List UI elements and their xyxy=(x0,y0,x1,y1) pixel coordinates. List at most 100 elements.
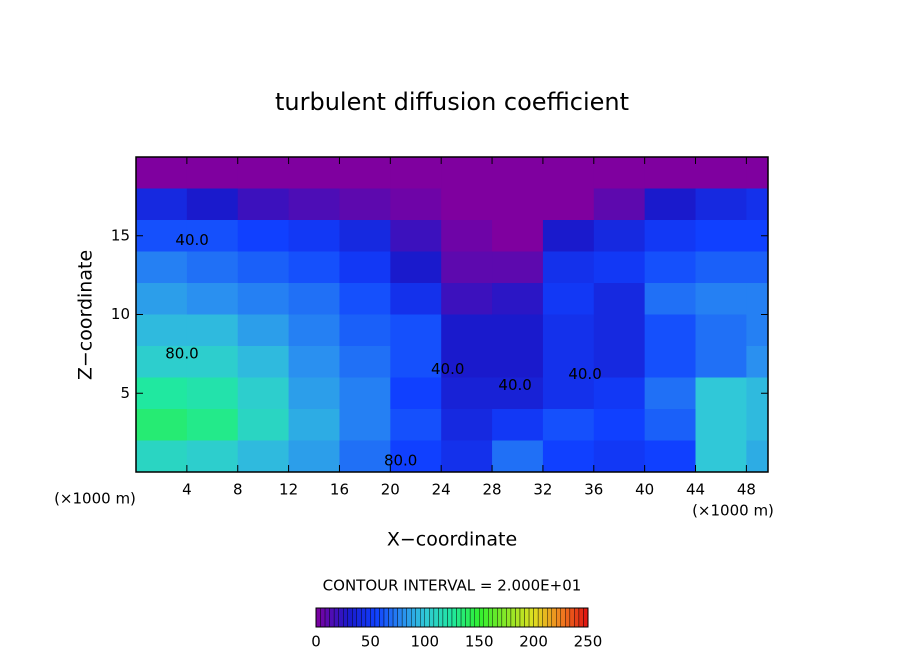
cell xyxy=(136,346,188,378)
colorbar-tick-label: 50 xyxy=(361,633,380,651)
cell xyxy=(288,346,340,378)
cell xyxy=(695,346,747,378)
colorbar-cell xyxy=(361,607,367,628)
colorbar-cell xyxy=(524,607,530,628)
cell xyxy=(136,251,188,284)
contour-label: 80.0 xyxy=(384,451,417,469)
cell xyxy=(593,283,646,315)
colorbar-cell xyxy=(533,607,539,628)
colorbar-cell xyxy=(479,607,484,628)
cell xyxy=(644,220,697,252)
cell xyxy=(695,314,747,347)
cell xyxy=(593,440,646,472)
cell xyxy=(746,220,768,252)
cell xyxy=(695,409,747,441)
cell xyxy=(593,409,646,441)
cell xyxy=(288,251,340,284)
colorbar-cell xyxy=(506,607,512,628)
colorbar-cell xyxy=(528,607,534,628)
cell xyxy=(746,409,768,441)
cell xyxy=(237,220,290,252)
cell xyxy=(695,440,747,472)
colorbar-cell xyxy=(338,607,344,628)
colorbar-cell xyxy=(510,607,516,628)
colorbar-cell xyxy=(442,607,448,628)
cell xyxy=(644,440,697,472)
x-axis-label: X−coordinate xyxy=(387,529,517,551)
cell xyxy=(339,157,391,189)
cell xyxy=(136,157,188,189)
cell xyxy=(339,283,391,315)
cell xyxy=(237,346,290,378)
colorbar-cell xyxy=(406,607,412,628)
x-tick-label: 28 xyxy=(483,481,502,499)
cell xyxy=(441,157,493,189)
cell xyxy=(746,251,768,284)
colorbar-cell xyxy=(356,607,362,628)
cell xyxy=(186,346,239,378)
cell xyxy=(492,188,544,221)
cell xyxy=(237,283,290,315)
colorbar-cell xyxy=(483,607,489,628)
colorbar-cell xyxy=(411,607,416,628)
cell xyxy=(542,440,595,472)
cell xyxy=(644,188,697,221)
cell xyxy=(695,157,747,189)
cell xyxy=(441,377,493,410)
x-tick-label: 40 xyxy=(635,481,654,499)
x-tick-label: 44 xyxy=(686,481,705,499)
subtitle: CONTOUR INTERVAL = 2.000E+01 xyxy=(323,577,582,595)
cell xyxy=(593,157,646,189)
cell xyxy=(746,346,768,378)
x-tick-label: 48 xyxy=(737,481,756,499)
cell xyxy=(695,251,747,284)
cell xyxy=(186,409,239,441)
colorbar-cell xyxy=(379,607,385,628)
cell xyxy=(390,346,442,378)
colorbar-cell xyxy=(501,607,507,628)
cell xyxy=(644,251,697,284)
colorbar-cell xyxy=(329,607,335,628)
colorbar-cell xyxy=(537,607,543,628)
cell xyxy=(237,157,290,189)
colorbar-cell xyxy=(401,607,407,628)
x-unit: (×1000 m) xyxy=(54,490,136,508)
colorbar-cell xyxy=(352,607,357,628)
colorbar-cell xyxy=(519,607,525,628)
cell xyxy=(288,220,340,252)
cell xyxy=(441,188,493,221)
colorbar-cell xyxy=(433,607,439,628)
cell xyxy=(136,220,188,252)
cell xyxy=(746,314,768,347)
colorbar-cell xyxy=(438,607,444,628)
colorbar-cell xyxy=(560,607,566,628)
cell xyxy=(136,283,188,315)
cell xyxy=(339,346,391,378)
cell xyxy=(593,314,646,347)
cell xyxy=(492,314,544,347)
x-tick-label: 36 xyxy=(584,481,603,499)
cell xyxy=(288,314,340,347)
cell xyxy=(593,377,646,410)
cell xyxy=(593,188,646,221)
cell xyxy=(288,440,340,472)
cell xyxy=(186,157,239,189)
cell xyxy=(492,220,544,252)
y-tick-label: 15 xyxy=(111,226,130,244)
colorbar-frame xyxy=(315,607,589,628)
cell xyxy=(237,440,290,472)
colorbar-tick-label: 200 xyxy=(519,633,548,651)
cell xyxy=(441,220,493,252)
cell xyxy=(136,188,188,221)
cell xyxy=(644,314,697,347)
cell xyxy=(644,346,697,378)
colorbar-tick-label: 0 xyxy=(311,633,321,651)
cell xyxy=(288,157,340,189)
cell xyxy=(542,251,595,284)
field xyxy=(136,157,768,472)
cell xyxy=(542,283,595,315)
cell xyxy=(492,346,544,378)
cell xyxy=(644,157,697,189)
cell xyxy=(136,409,188,441)
cell xyxy=(542,346,595,378)
